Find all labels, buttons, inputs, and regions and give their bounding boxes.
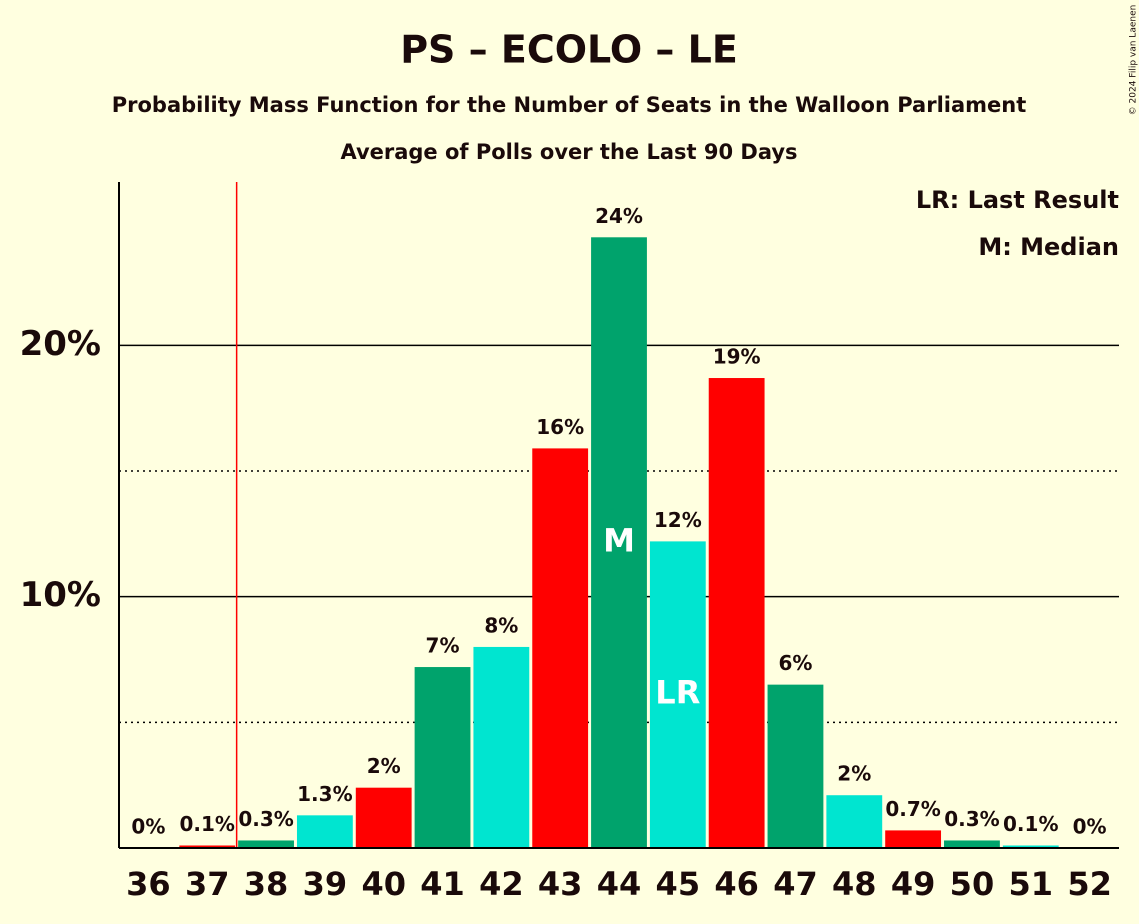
x-tick-label: 49 [891,865,936,903]
value-label: 6% [778,651,812,675]
x-tick-label: 50 [950,865,995,903]
bar [767,684,824,848]
chart-subtitle: Average of Polls over the Last 90 Days [340,140,797,164]
bar [296,815,353,848]
x-tick-label: 43 [538,865,583,903]
x-tick-label: 42 [479,865,524,903]
value-label: 0.1% [180,812,235,836]
x-tick-label: 52 [1067,865,1112,903]
legend-note: M: Median [978,233,1119,261]
x-tick-label: 51 [1008,865,1053,903]
bar [826,795,883,848]
value-label: 24% [595,204,643,228]
chart-title: PS – ECOLO – LE [400,28,738,72]
bar [355,787,412,848]
value-label: 19% [713,345,761,369]
x-tick-label: 37 [185,865,230,903]
x-tick-label: 46 [714,865,759,903]
value-label: 0.7% [885,797,940,821]
value-label: 2% [837,762,871,786]
bar-annotation: LR [655,674,700,712]
y-tick-label: 20% [20,324,101,364]
value-label: 8% [484,613,518,637]
x-tick-label: 41 [420,865,465,903]
bar [179,845,236,848]
value-label: 0% [1073,815,1107,839]
value-label: 0% [131,815,165,839]
bar [708,378,765,848]
value-label: 1.3% [297,782,352,806]
bar [649,541,706,848]
value-label: 0.3% [944,807,999,831]
value-label: 16% [536,415,584,439]
x-tick-label: 36 [126,865,171,903]
legend-note: LR: Last Result [916,186,1119,214]
bar [1002,845,1059,848]
bar [885,830,942,848]
x-tick-label: 48 [832,865,877,903]
value-label: 7% [426,634,460,658]
copyright: © 2024 Filip van Laenen [1129,5,1139,116]
bar [414,667,471,848]
x-tick-label: 44 [597,865,642,903]
y-tick-label: 10% [20,575,101,615]
bar [944,840,1000,848]
x-tick-label: 47 [773,865,818,903]
x-tick-label: 39 [303,865,348,903]
bar [591,237,647,848]
value-label: 0.1% [1003,812,1058,836]
bar-annotation: M [603,522,635,560]
bar [238,840,294,848]
value-label: 12% [654,508,702,532]
value-label: 2% [367,754,401,778]
x-tick-label: 38 [244,865,289,903]
bar [473,646,530,848]
value-label: 0.3% [238,807,293,831]
x-tick-label: 40 [361,865,406,903]
bar [532,448,589,848]
chart-subtitle: Probability Mass Function for the Number… [112,93,1027,117]
x-tick-label: 45 [656,865,701,903]
